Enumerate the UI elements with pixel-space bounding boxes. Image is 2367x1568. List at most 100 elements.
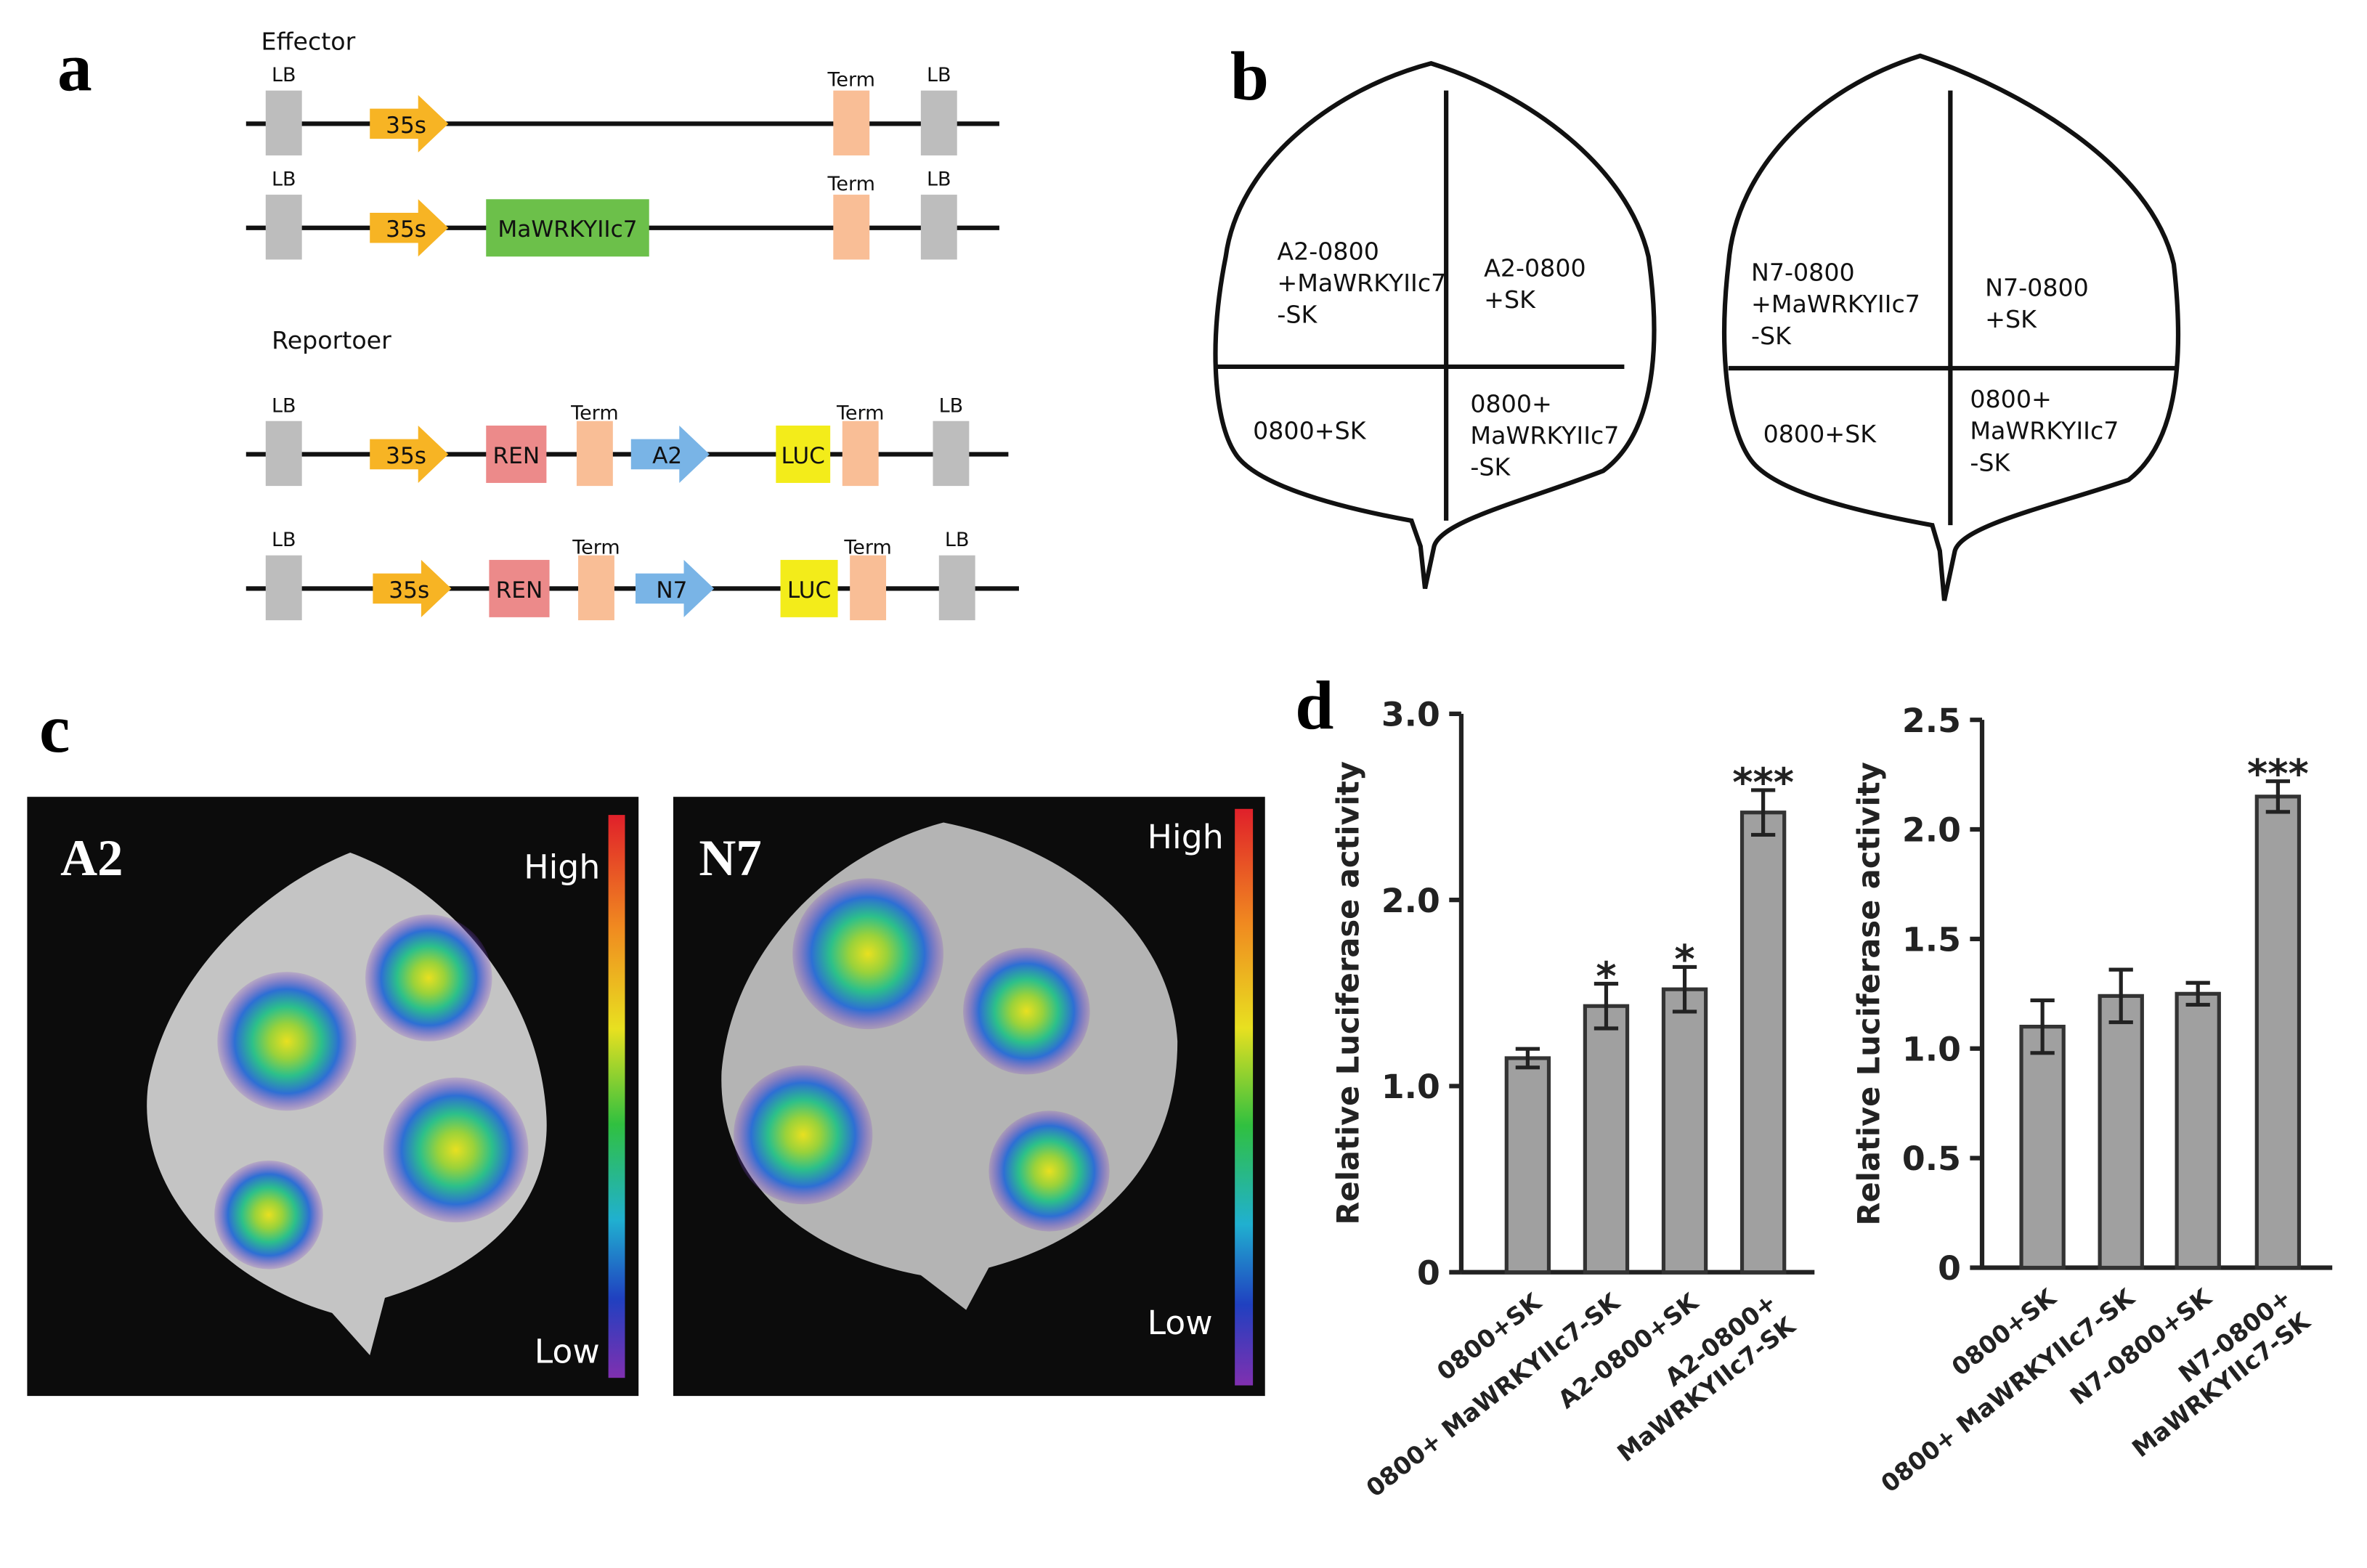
gene-box: [486, 199, 649, 257]
promoter-arrow: [370, 199, 449, 257]
text-line: -SK: [1970, 448, 2010, 476]
signal-spot: [963, 947, 1090, 1075]
text-line: N7-0800: [1985, 273, 2089, 301]
text-line: -SK: [1751, 322, 1792, 350]
element-label: LB: [927, 64, 951, 86]
panel-letter: c: [39, 690, 70, 767]
border-box: [265, 195, 302, 260]
scale-low: Low: [535, 1332, 600, 1370]
signal-spot: [217, 972, 357, 1111]
promoter-arrow: [636, 559, 715, 617]
bar: [2098, 994, 2144, 1270]
y-tick-label: 3.0: [1381, 696, 1440, 734]
bar: [1583, 1004, 1630, 1275]
color-bar: [608, 815, 625, 1378]
element-label: Term: [570, 402, 618, 425]
border-box: [920, 90, 957, 156]
signal-spot: [988, 1110, 1110, 1232]
border-box: [938, 555, 975, 621]
significance: *: [1674, 937, 1694, 983]
border-box: [920, 195, 957, 260]
leaf-outlines: [1213, 53, 2181, 601]
element-label: 35s: [386, 216, 426, 243]
color-bar: [1235, 808, 1254, 1386]
gene-box: [780, 559, 838, 617]
element-label: Term: [827, 68, 875, 91]
element-label: LB: [272, 529, 296, 551]
section-title: Reportoer: [272, 326, 391, 354]
section-title: Effector: [261, 28, 356, 56]
text-line: +SK: [1484, 285, 1536, 314]
signal-spot: [383, 1077, 529, 1223]
element-label: REN: [496, 577, 543, 604]
quadrant-label: 0800+SK: [1763, 420, 1877, 448]
gene-box: [486, 425, 547, 483]
element-label: REN: [493, 443, 540, 469]
element-label: Term: [836, 402, 884, 425]
promoter-arrow: [370, 94, 449, 153]
text-line: N7-0800: [1751, 259, 1855, 287]
luminescence: [214, 878, 1110, 1270]
promoter-arrow: [373, 559, 452, 617]
gene-box: [776, 425, 831, 483]
y-tick-label: 1.0: [1902, 1030, 1961, 1068]
panel-letter: d: [1295, 667, 1333, 744]
image-label: A2: [60, 830, 123, 887]
element-label: N7: [656, 577, 687, 604]
quadrant-label: N7-0800 +MaWRKYIIc7 -SK: [1751, 259, 1920, 350]
leaf-labels: A2-0800 +MaWRKYIIc7 -SK A2-0800 +SK 0800+SK 08…: [1253, 237, 2119, 481]
bar: [1504, 1056, 1551, 1275]
significance: *: [1596, 954, 1616, 999]
element-label: LUC: [787, 577, 831, 604]
terminator: [576, 421, 613, 487]
error-bar: [2185, 980, 2210, 1007]
y-tick-label: 0: [1417, 1254, 1440, 1292]
text-line: MaWRKYIIc7: [1970, 417, 2119, 445]
element-label: Term: [827, 173, 875, 195]
text-line: -SK: [1277, 301, 1318, 329]
scale-high: High: [1148, 818, 1224, 856]
constructs: LB 35s Term LB LB 35s MaWRKYIIc7 Term LB LB 35s REN…: [245, 64, 1019, 621]
error-bar: [1515, 1047, 1540, 1070]
element-label: LB: [939, 394, 964, 417]
quadrant-label: N7-0800 +SK: [1985, 273, 2089, 333]
bar: [2175, 991, 2221, 1270]
terminator: [578, 555, 614, 621]
quadrant-label: 0800+ MaWRKYIIc7 -SK: [1470, 389, 1619, 481]
bar: [2019, 1024, 2066, 1270]
terminator: [842, 421, 879, 487]
quadrant-label: 0800+ MaWRKYIIc7 -SK: [1970, 385, 2119, 476]
error-bar: [1672, 964, 1697, 1014]
error-bar: [1593, 981, 1619, 1031]
element-label: 35s: [389, 577, 429, 604]
text-line: A2-0800: [1277, 237, 1379, 265]
bar: [1661, 987, 1708, 1275]
y-tick-label: 1.5: [1902, 921, 1961, 959]
text-line: +MaWRKYIIc7: [1277, 269, 1446, 297]
y-tick-label: 0.5: [1902, 1140, 1961, 1178]
text-line: A2-0800: [1484, 253, 1586, 282]
text-line: 0800+: [1470, 389, 1551, 418]
y-tick-label: 0: [1938, 1249, 1961, 1288]
element-label: LB: [272, 64, 296, 86]
error-bar: [2030, 998, 2055, 1055]
panel-letter: b: [1230, 38, 1269, 115]
signal-spot: [365, 914, 492, 1041]
leaf-outline: [1213, 61, 1657, 590]
significance: ***: [2247, 751, 2309, 797]
element-label: MaWRKYIIc7: [498, 216, 637, 243]
promoter-arrow: [370, 425, 449, 483]
y-tick-label: 1.0: [1381, 1068, 1440, 1106]
scale-low: Low: [1148, 1304, 1213, 1342]
error-bar: [2265, 779, 2290, 814]
error-bar: [2108, 967, 2133, 1025]
terminator: [850, 555, 887, 621]
y-tick-label: 2.0: [1381, 882, 1440, 920]
element-label: Term: [843, 537, 891, 559]
text-line: +MaWRKYIIc7: [1751, 290, 1920, 318]
signal-spot: [792, 878, 944, 1030]
element-label: LB: [945, 529, 970, 551]
element-label: 35s: [386, 113, 426, 139]
